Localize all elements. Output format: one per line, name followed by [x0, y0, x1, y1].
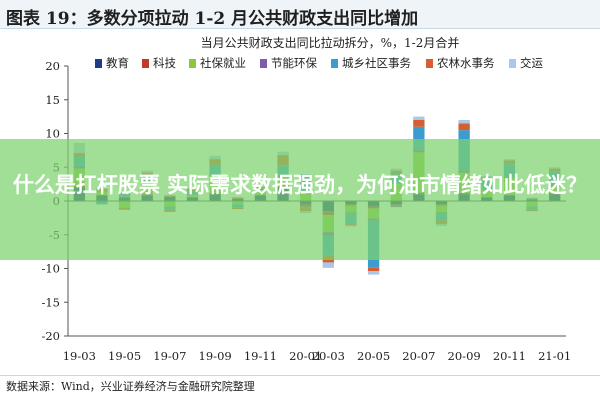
source-note: 数据来源：Wind，兴业证券经济与金融研究院整理 [6, 380, 255, 393]
bar-20-07-series-5 [413, 120, 425, 127]
x-tick-label-6: 20-03 [312, 349, 345, 363]
bar-20-07-series-6 [413, 116, 425, 120]
x-tick-label-11: 21-01 [538, 349, 571, 363]
bar-20-05-series-5 [367, 267, 380, 272]
legend-label-5: 农林水事务 [437, 56, 495, 70]
x-tick-label-10: 20-11 [493, 349, 526, 363]
legend-swatch-2 [189, 59, 196, 68]
chart-legend: 教育 科技 社保就业 节能环保 城乡社区事务 农林水事务 交运 [95, 56, 543, 70]
promo-banner: 什么是扛杆股票 实际需求数据强劲，为何油市情绪如此低迷？ [0, 139, 600, 260]
x-tick-label-4: 19-11 [244, 349, 277, 363]
y-tick-label-2: -10 [41, 262, 60, 276]
legend-label-3: 节能环保 [271, 56, 317, 70]
legend-swatch-6 [509, 59, 516, 68]
bar-20-09-series-6 [458, 120, 470, 124]
legend-swatch-4 [331, 59, 338, 68]
bar-20-03-series-6 [322, 262, 334, 268]
x-tick-label-3: 19-09 [199, 349, 232, 363]
legend-swatch-0 [95, 59, 102, 68]
legend-label-1: 科技 [153, 56, 176, 70]
bar-20-05-series-6 [367, 271, 380, 275]
legend-swatch-3 [260, 59, 267, 68]
legend-swatch-1 [142, 59, 149, 68]
legend-label-4: 城乡社区事务 [342, 56, 411, 70]
x-tick-label-2: 19-07 [153, 349, 186, 363]
y-tick-label-1: -15 [41, 295, 60, 309]
source-divider [0, 375, 600, 376]
chart-title: 当月公共财政支出同比拉动拆分，%，1-2月合并 [201, 35, 460, 50]
figure-title-bar: 图表 19：多数分项拉动 1-2 月公共财政支出同比增加 [0, 0, 600, 29]
y-tick-label-7: 15 [45, 93, 60, 107]
x-tick-label-9: 20-09 [448, 349, 481, 363]
figure-title: 图表 19：多数分项拉动 1-2 月公共财政支出同比增加 [6, 9, 419, 29]
bar-20-07-series-4 [413, 126, 425, 151]
legend-label-0: 教育 [106, 56, 129, 70]
y-tick-label-0: -20 [41, 329, 60, 343]
y-tick-label-8: 20 [45, 59, 60, 73]
promo-banner-text: 什么是扛杆股票 实际需求数据强劲，为何油市情绪如此低迷？ [12, 173, 588, 197]
legend-swatch-5 [426, 59, 433, 68]
legend-label-2: 社保就业 [200, 56, 246, 70]
x-tick-label-5: 20-01 [289, 349, 322, 363]
legend-label-6: 交运 [520, 56, 543, 70]
x-tick-label-1: 19-05 [108, 349, 141, 363]
x-tick-label-8: 20-07 [402, 349, 435, 363]
bar-20-09-series-5 [458, 123, 470, 131]
y-tick-label-6: 10 [45, 127, 60, 141]
x-tick-label-7: 20-05 [357, 349, 390, 363]
x-tick-label-0: 19-03 [63, 349, 96, 363]
